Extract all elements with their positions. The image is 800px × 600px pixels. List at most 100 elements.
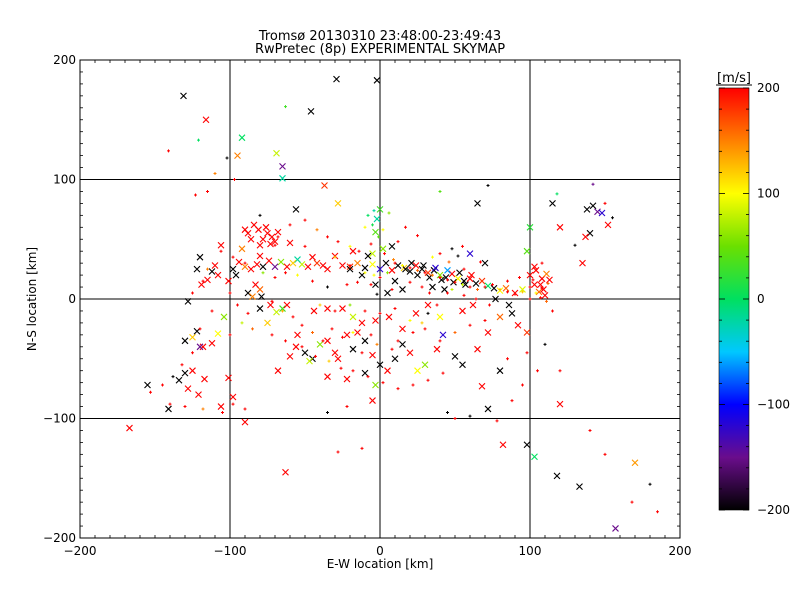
plus-marker-point (630, 500, 634, 504)
y-tick-label: 0 (68, 292, 76, 306)
plus-marker-point (251, 327, 254, 331)
x-marker-point (537, 281, 544, 289)
x-marker-point (499, 441, 507, 449)
x-marker-point (526, 271, 534, 279)
x-marker-point (274, 367, 282, 375)
x-marker-point (469, 301, 477, 309)
x-marker-point (414, 367, 421, 375)
plus-marker-point (603, 201, 607, 205)
x-marker-point (277, 258, 285, 266)
x-tick-label: 100 (519, 544, 542, 558)
x-marker-point (604, 221, 612, 229)
plus-marker-point (276, 235, 280, 239)
x-marker-point (232, 271, 240, 279)
plus-marker-point (486, 183, 490, 187)
plus-marker-point (194, 193, 197, 197)
plus-marker-point (180, 363, 184, 367)
x-marker-point (346, 265, 354, 273)
x-marker-point (214, 330, 222, 338)
plus-marker-point (396, 240, 400, 244)
x-marker-point (241, 226, 249, 234)
plus-marker-point (378, 275, 382, 279)
x-marker-point (523, 247, 531, 255)
plus-marker-point (396, 339, 400, 343)
x-marker-point (349, 313, 357, 321)
x-marker-point (478, 382, 486, 390)
chart-subtitle: RwPretec (8p) EXPERIMENTAL SKYMAP (255, 42, 505, 57)
x-marker-point (354, 259, 361, 267)
x-marker-point (523, 329, 531, 336)
plus-marker-point (408, 280, 412, 284)
colorbar-ticks (719, 87, 749, 511)
x-marker-point (241, 418, 249, 426)
x-marker-point (282, 468, 289, 476)
x-marker-point (198, 281, 205, 289)
plus-marker-point (228, 291, 232, 295)
plus-marker-point (393, 261, 397, 265)
x-marker-point (514, 321, 522, 329)
x-tick-labels: −200 −100 0 100 200 (64, 544, 692, 558)
plus-marker-point (390, 347, 394, 351)
x-marker-point (586, 229, 594, 237)
x-marker-point (181, 337, 189, 345)
x-marker-point (526, 223, 534, 231)
plus-marker-point (588, 428, 592, 432)
plus-marker-point (284, 271, 287, 275)
plus-marker-point (270, 333, 274, 337)
plus-marker-point (431, 273, 434, 277)
plus-marker-point (540, 286, 544, 290)
x-marker-point (349, 345, 357, 353)
x-marker-point (388, 243, 396, 250)
plus-marker-point (326, 235, 329, 239)
plus-marker-point (513, 292, 517, 296)
plus-marker-point (390, 287, 394, 291)
plus-marker-point (326, 411, 329, 415)
x-marker-point (247, 235, 255, 243)
plus-marker-point (300, 323, 304, 327)
x-marker-point (294, 331, 301, 339)
x-marker-point (490, 284, 498, 292)
x-marker-point (252, 281, 259, 289)
x-marker-point (391, 355, 399, 363)
x-marker-point (324, 265, 331, 273)
plus-marker-point (416, 234, 419, 238)
x-marker-point (379, 245, 387, 253)
y-tick-label: 100 (53, 173, 76, 187)
x-marker-point (429, 283, 436, 291)
x-marker-point (220, 313, 228, 321)
x-marker-point (549, 200, 556, 207)
x-marker-point (189, 333, 196, 341)
plus-marker-point (462, 267, 466, 271)
plus-marker-point (291, 315, 295, 319)
plus-marker-point (303, 244, 307, 248)
x-marker-point (474, 200, 481, 207)
plus-marker-point (225, 156, 229, 160)
plus-marker-point (371, 223, 374, 227)
colorbar-tick-label: −100 (757, 398, 790, 412)
x-marker-point (217, 241, 225, 249)
x-marker-point (376, 205, 384, 213)
plus-marker-point (210, 309, 214, 313)
x-marker-point (313, 259, 321, 267)
plus-marker-point (231, 402, 235, 406)
plus-marker-point (233, 178, 236, 181)
plus-marker-point (456, 254, 460, 258)
x-marker-point (309, 253, 316, 261)
y-tick-labels: 200 100 0 −100 −200 (43, 53, 76, 545)
plus-marker-point (311, 330, 314, 334)
x-marker-point (468, 271, 475, 279)
x-marker-point (208, 339, 216, 347)
x-marker-point (343, 375, 351, 383)
x-marker-point (265, 257, 273, 265)
plus-marker-point (453, 417, 457, 420)
x-marker-point (462, 281, 469, 289)
x-marker-point (361, 337, 369, 345)
plus-marker-point (191, 291, 194, 295)
plus-marker-point (591, 182, 595, 186)
plus-marker-point (375, 292, 379, 296)
x-marker-point (238, 245, 246, 253)
x-marker-point (484, 405, 492, 413)
colorbar-tick-label: −200 (757, 503, 790, 517)
plus-marker-point (288, 223, 292, 227)
x-marker-point (349, 247, 357, 255)
